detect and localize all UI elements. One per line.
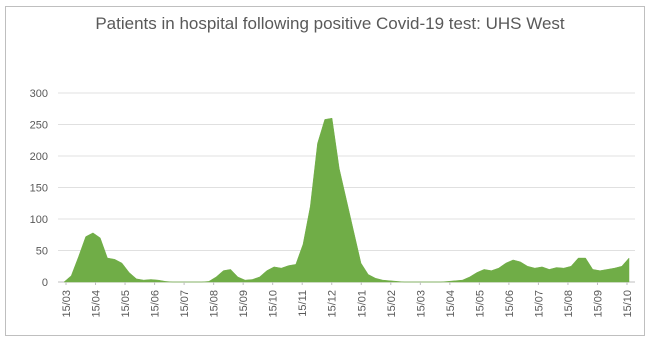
x-tick-label: 15/10 (622, 290, 634, 318)
x-tick-label: 15/05 (474, 290, 486, 318)
y-tick-label: 300 (30, 88, 48, 100)
x-tick-label: 15/02 (386, 290, 398, 318)
x-tick-label: 15/09 (592, 290, 604, 318)
x-tick-label: 15/11 (297, 290, 309, 317)
series-area (63, 117, 630, 283)
x-tick-label: 15/03 (415, 290, 427, 318)
y-tick-label: 200 (30, 151, 48, 163)
y-tick-label: 0 (42, 277, 48, 289)
x-tick-label: 15/01 (356, 290, 368, 318)
x-tick-label: 15/04 (445, 290, 457, 318)
x-tick-label: 15/07 (179, 290, 191, 318)
x-tick-label: 15/05 (120, 290, 132, 318)
y-tick-label: 250 (30, 120, 48, 132)
x-tick-label: 15/08 (209, 290, 221, 318)
y-tick-label: 50 (36, 246, 48, 258)
chart-title: Patients in hospital following positive … (95, 14, 565, 33)
x-tick-label: 15/03 (61, 290, 73, 318)
x-tick-label: 15/10 (268, 290, 280, 318)
y-tick-label: 150 (30, 183, 48, 195)
x-tick-label: 15/07 (533, 290, 545, 318)
x-tick-label: 15/09 (238, 290, 250, 318)
y-tick-label: 100 (30, 214, 48, 226)
x-tick-label: 15/06 (504, 290, 516, 318)
x-tick-label: 15/06 (150, 290, 162, 318)
x-tick-label: 15/12 (327, 290, 339, 318)
x-tick-label: 15/08 (563, 290, 575, 318)
x-tick-label: 15/04 (91, 290, 103, 318)
